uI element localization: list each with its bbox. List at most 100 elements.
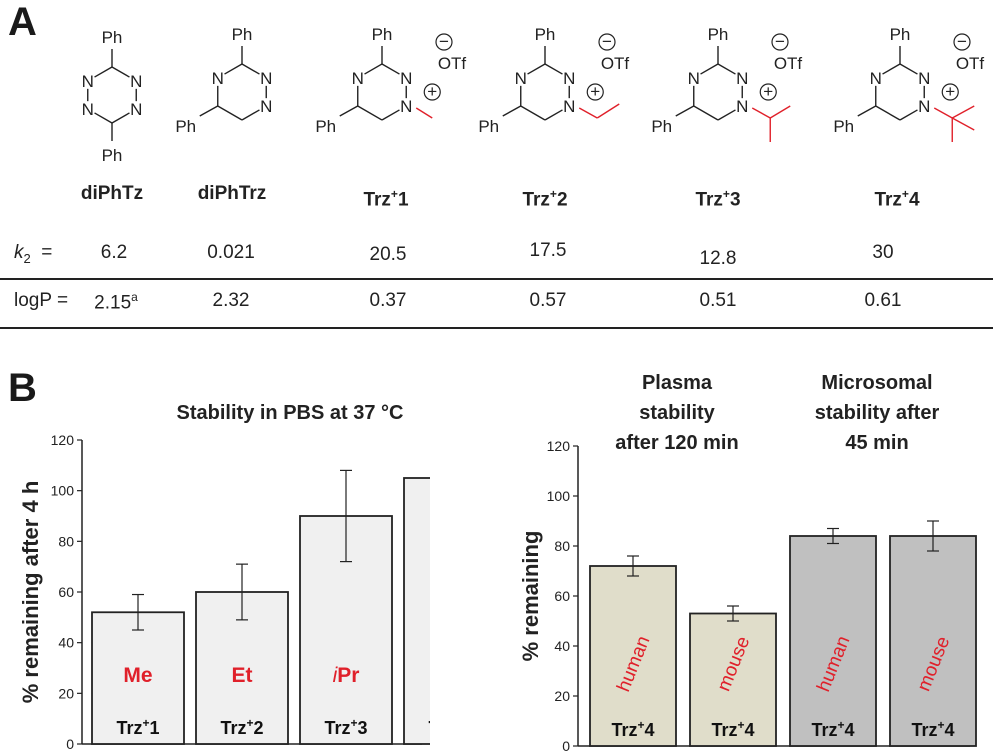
nitrogen-label: N: [130, 100, 142, 119]
ring-bond: [381, 109, 400, 121]
ring-bond: [241, 109, 260, 121]
triflate-label: OTf: [956, 54, 985, 73]
phenyl-label: Ph: [102, 28, 123, 47]
charge-circle: [423, 83, 441, 101]
phenyl-label: Ph: [175, 117, 196, 136]
logp-value: 2.15a: [94, 290, 138, 314]
logp-value: 0.57: [529, 290, 567, 311]
table-divider: [0, 278, 993, 280]
nitrogen-label: N: [736, 97, 748, 116]
ethyl-substituent: [578, 107, 598, 119]
ring-bond: [693, 105, 719, 121]
bond: [675, 105, 695, 117]
charge-circle: [759, 83, 777, 101]
positive-charge: +: [590, 82, 600, 101]
y-tick-label: 60: [554, 588, 570, 604]
k2-value: 0.021: [207, 242, 255, 263]
k2-value: 12.8: [699, 248, 737, 269]
k2-value: 30: [872, 242, 894, 263]
ring-bond: [882, 63, 901, 75]
ring-bond: [544, 109, 563, 121]
bond: [199, 105, 219, 117]
ring-bond: [364, 63, 383, 75]
triflate-label: OTf: [601, 54, 630, 73]
bar-inner-label: iPr: [333, 664, 360, 687]
k2-value: 20.5: [369, 244, 407, 265]
y-tick-label: 20: [554, 688, 570, 704]
nitrogen-label: N: [515, 69, 527, 88]
positive-charge: +: [945, 82, 955, 101]
bar-category-label: Trz+2: [220, 716, 263, 738]
negative-charge: −: [957, 32, 967, 51]
ring-bond: [224, 63, 243, 75]
y-axis-label: % remaining after 4 h: [18, 481, 43, 704]
bar-category-label: Trz+4: [611, 718, 654, 740]
ring-bond: [241, 63, 260, 75]
y-tick-label: 40: [554, 638, 570, 654]
bond: [857, 105, 877, 117]
bar-category-label: Trz+4: [428, 716, 430, 738]
phenyl-label: Ph: [315, 117, 336, 136]
negative-charge: −: [439, 32, 449, 51]
y-axis-label: % remaining: [520, 531, 543, 662]
bar-category-label: Trz+4: [911, 718, 954, 740]
compound-name-diphtz: diPhTz: [80, 183, 144, 204]
bar: [789, 535, 877, 747]
ring-bond: [899, 109, 918, 121]
bar-inner-label: Et: [232, 664, 253, 687]
nitrogen-label: N: [870, 69, 882, 88]
triflate-label: OTf: [438, 54, 467, 73]
panel-a-letter: A: [8, 0, 37, 44]
ring-bond: [94, 66, 113, 78]
bar-category-label: Trz+3: [324, 716, 367, 738]
phenyl-label: Ph: [651, 117, 672, 136]
bar-inner-label: Me: [123, 664, 152, 687]
y-tick-label: 100: [51, 483, 75, 499]
bar: [403, 477, 430, 745]
phenyl-label: Ph: [478, 117, 499, 136]
ring-bond: [717, 109, 736, 121]
logp-row-label: logP =: [14, 290, 69, 311]
tbutyl-substituent: [933, 107, 953, 119]
ring-bond: [875, 105, 901, 121]
nitrogen-label: N: [736, 69, 748, 88]
compound-name-trz3: Trz+3: [695, 187, 741, 211]
nitrogen-label: N: [563, 97, 575, 116]
nitrogen-label: N: [400, 97, 412, 116]
nitrogen-label: N: [212, 69, 224, 88]
y-tick-label: 100: [547, 488, 571, 504]
logp-value: 2.32: [212, 290, 250, 311]
bar: [91, 611, 185, 745]
charge-circle: [953, 33, 971, 51]
isopropyl-substituent: [751, 107, 771, 119]
nitrogen-label: N: [260, 69, 272, 88]
nitrogen-label: N: [400, 69, 412, 88]
ring-bond: [527, 63, 546, 75]
charge-circle: [586, 83, 604, 101]
triflate-label: OTf: [774, 54, 803, 73]
bar-category-label: Trz+4: [711, 718, 754, 740]
bar-category-label: Trz+1: [116, 716, 159, 738]
panel-b-letter: B: [8, 366, 37, 410]
phenyl-label: Ph: [833, 117, 854, 136]
nitrogen-label: N: [563, 69, 575, 88]
bar-category-label: Trz+4: [811, 718, 854, 740]
negative-charge: −: [775, 32, 785, 51]
negative-charge: −: [602, 32, 612, 51]
tbutyl-substituent: [951, 105, 975, 119]
tbutyl-substituent: [951, 117, 975, 131]
nitrogen-label: N: [130, 72, 142, 91]
k2-row-label: k2 =: [14, 242, 53, 266]
ring-bond: [700, 63, 719, 75]
compound-name-diphtrz: diPhTrz: [197, 183, 267, 204]
nitrogen-label: N: [82, 100, 94, 119]
chart-title-pbs: Stability in PBS at 37 °C: [176, 402, 404, 424]
ring-bond: [111, 66, 130, 78]
ring-bond: [217, 105, 243, 121]
ethyl-substituent: [596, 103, 620, 119]
ring-bond: [717, 63, 736, 75]
chemical-structures: NN NNPhPhNNNPhPhNNNPhPh+−OTfNNNPhPh+−OTfN…: [82, 25, 985, 165]
bar: [589, 565, 677, 747]
